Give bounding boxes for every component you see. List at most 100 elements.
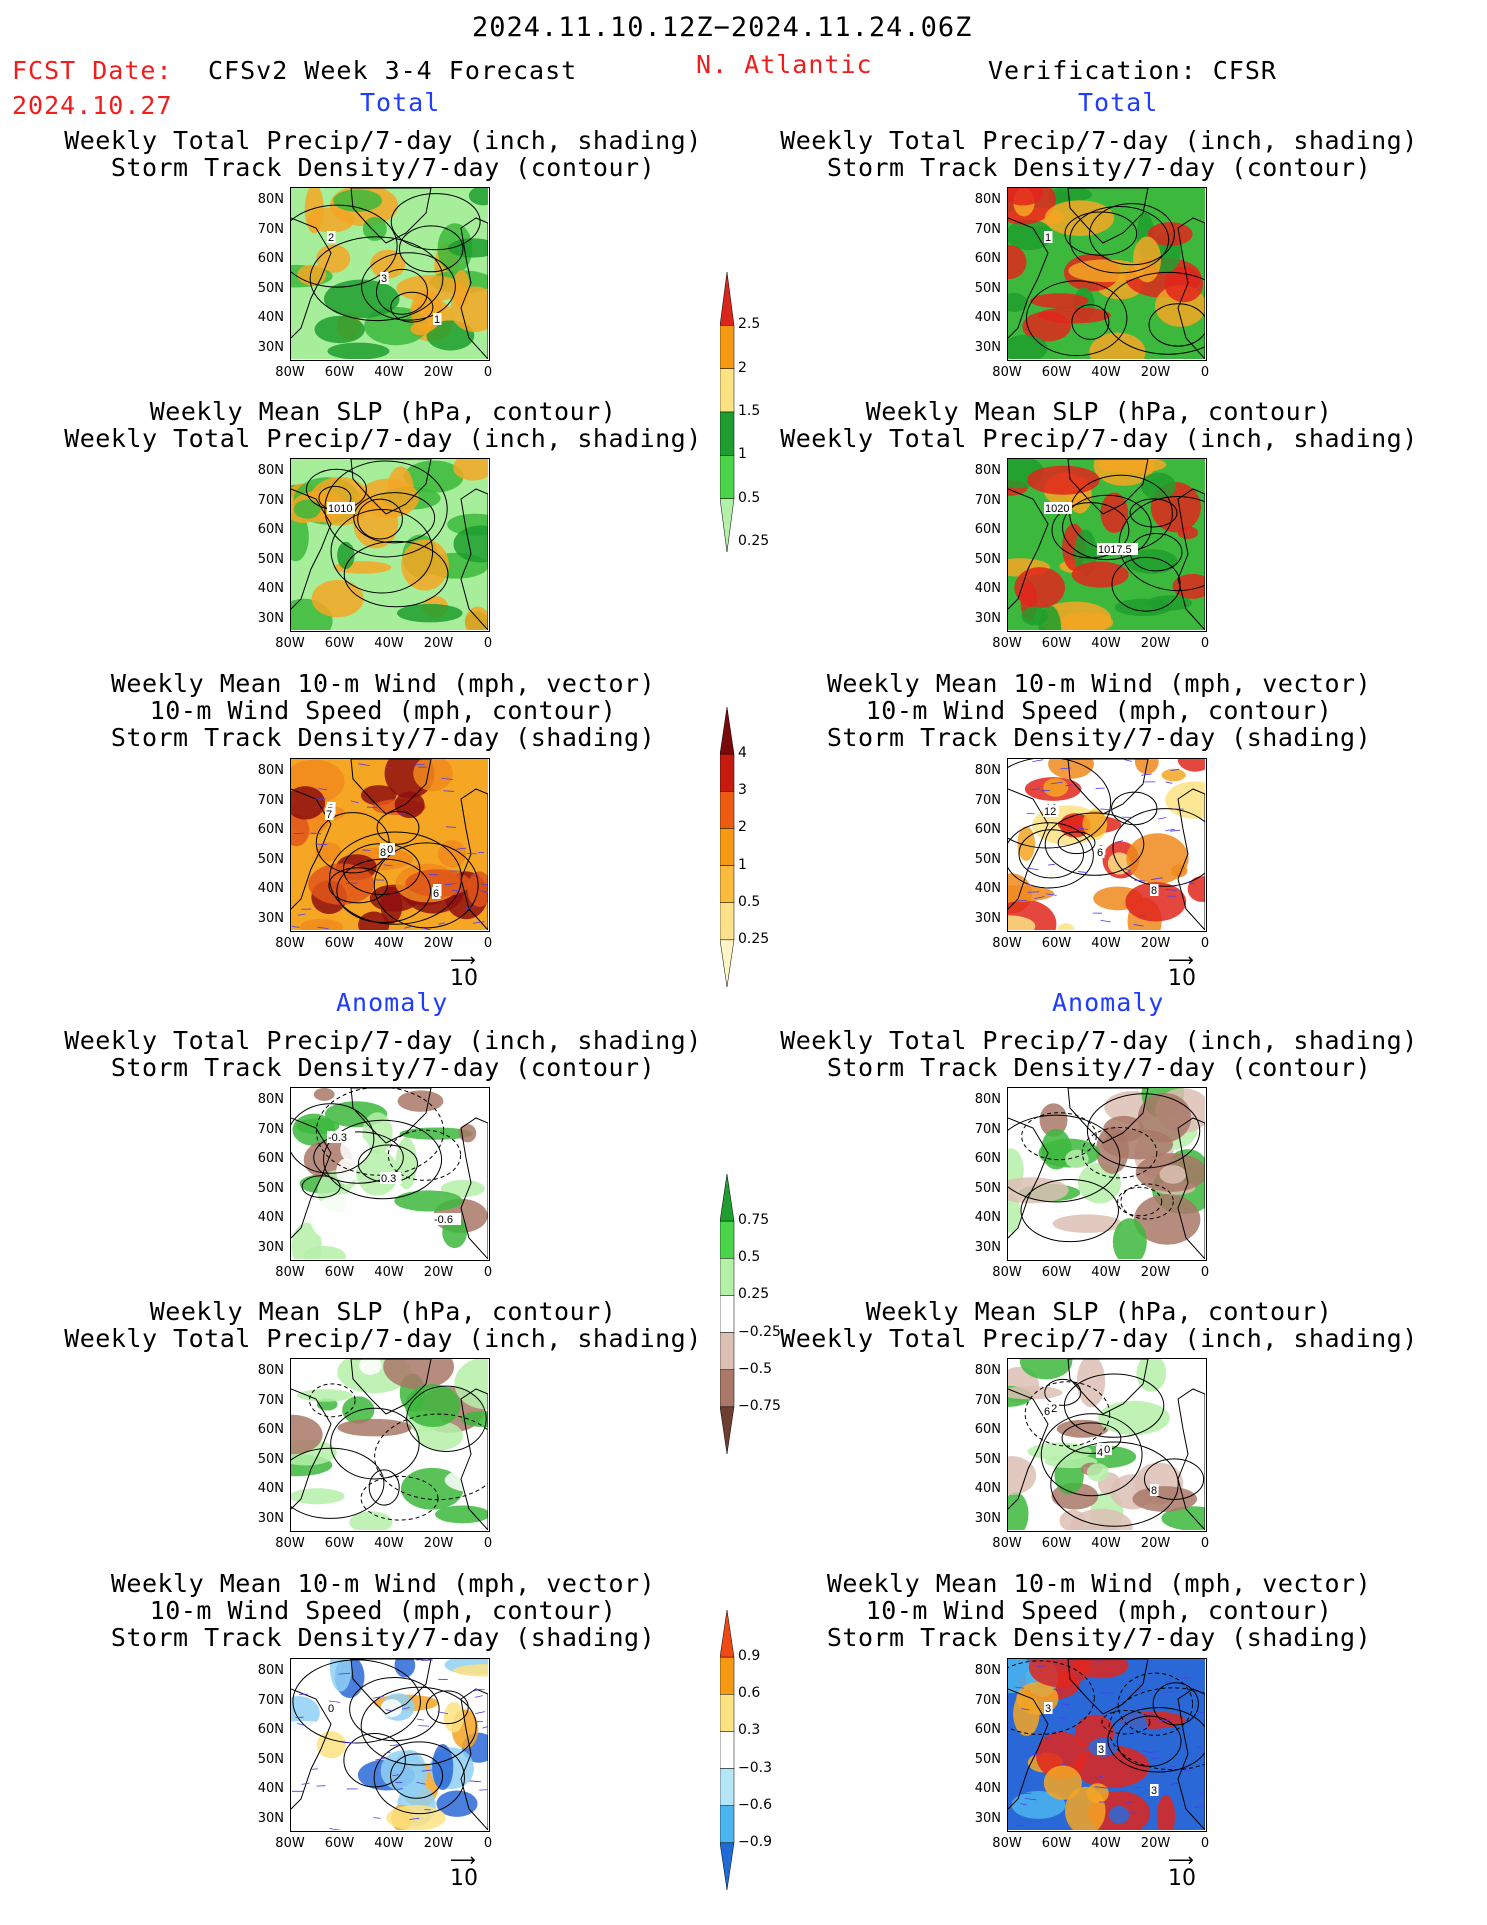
colorbar-swatch [720, 1731, 735, 1769]
lon-tick-label: 60W [1041, 365, 1072, 380]
colorbar-track-total: 4 3 2 1 0.5 0.25 [720, 705, 820, 990]
contour-label: -0.6 [434, 1214, 453, 1226]
lat-tick-label: 40N [257, 1210, 284, 1225]
map-canvas: 1020 1017.5 [1008, 459, 1206, 631]
colorbar-swatch [720, 498, 735, 553]
lon-tick-label: 80W [275, 365, 305, 380]
lat-tick-label: 70N [257, 1392, 284, 1408]
map-fcst-wind-total: 81085867 [290, 758, 490, 932]
lon-tick-label: 20W [1140, 1536, 1171, 1551]
fcst-date-value: 2024.10.27 [12, 91, 173, 120]
lat-tick-label: 50N [257, 1751, 284, 1767]
lon-tick-label: 20W [1140, 1836, 1171, 1851]
lon-tick-label: 80W [992, 1836, 1022, 1851]
colorbar-swatch [720, 753, 735, 792]
lat-tick-label: 80N [974, 463, 1001, 478]
lon-tick-label: 80W [992, 365, 1022, 380]
lat-tick-label: 60N [974, 822, 1001, 837]
contour-label: 7 [326, 809, 332, 821]
lat-tick-label: 30N [257, 1239, 284, 1255]
lat-tick-label: 60N [257, 822, 284, 837]
colorbar-label: 0.3 [738, 1722, 761, 1739]
map-canvas [1008, 1088, 1206, 1260]
lon-tick-label: 0 [483, 1836, 493, 1851]
lat-tick-label: 80N [974, 1663, 1001, 1678]
lat-tick-label: 30N [257, 1510, 284, 1526]
lon-tick-label: 20W [423, 1536, 454, 1551]
colorbar-swatch [720, 1805, 735, 1844]
lat-tick-label: 80N [257, 763, 284, 778]
contour-label: 12 [1044, 806, 1056, 818]
colorbar-swatches [720, 706, 735, 988]
lon-tick-label: 40W [1091, 365, 1121, 380]
map-canvas: 3 3 3 [1008, 1659, 1206, 1831]
lon-tick-label: 20W [423, 1836, 454, 1851]
lat-tick-label: 60N [257, 1151, 284, 1166]
map-fcst-slp-total: 1010 [290, 458, 490, 632]
lon-tick-label: 0 [483, 936, 493, 951]
lat-tick-label: 30N [257, 339, 284, 355]
lat-tick-label: 50N [974, 551, 1001, 567]
lon-tick-label: 60W [324, 1265, 355, 1280]
colorbar-label: −0.3 [738, 1759, 772, 1776]
map-obs-wind-total: 1298126 [1007, 758, 1207, 932]
colorbar-track-anom: 0.9 0.6 0.3 −0.3 −0.6 −0.9 [720, 1608, 820, 1893]
colorbar-swatch [720, 1295, 735, 1333]
lat-tick-label: 50N [257, 551, 284, 567]
lat-tick-label: 60N [257, 251, 284, 266]
lon-tick-label: 20W [1140, 636, 1171, 651]
panel-title: Weekly Total Precip/7-day (inch, shading… [780, 126, 1418, 182]
lon-tick-label: 20W [1140, 365, 1171, 380]
lat-tick-label: 60N [974, 522, 1001, 537]
map-fcst-slp-anom [290, 1358, 490, 1532]
lat-tick-label: 40N [257, 581, 284, 596]
map-obs-slp-total: 1020 1017.5 [1007, 458, 1207, 632]
lat-tick-label: 40N [257, 881, 284, 896]
colorbar-swatch [720, 1694, 735, 1732]
lat-tick-label: 50N [974, 1751, 1001, 1767]
lat-tick-label: 50N [974, 851, 1001, 867]
lon-tick-label: 80W [275, 1265, 305, 1280]
contour-label: 3 [381, 273, 387, 285]
lat-tick-label: 50N [257, 851, 284, 867]
colorbar-swatches [720, 1173, 735, 1455]
contour-label: 8 [1151, 885, 1157, 897]
lat-tick-label: 30N [257, 610, 284, 626]
lon-tick-label: 0 [1200, 936, 1210, 951]
colorbar-swatch [720, 1369, 735, 1408]
panel-title: Weekly Total Precip/7-day (inch, shading… [780, 1026, 1418, 1082]
colorbar-label: 1 [738, 446, 747, 463]
lat-tick-label: 30N [974, 1239, 1001, 1255]
colorbar-precip-total: 2.5 2 1.5 1 0.5 0.25 [720, 270, 820, 555]
colorbar-label: 0.9 [738, 1648, 761, 1665]
lon-tick-label: 80W [275, 636, 305, 651]
lon-tick-label: 0 [1200, 1836, 1210, 1851]
lon-tick-label: 40W [1091, 1265, 1121, 1280]
lat-tick-label: 50N [974, 280, 1001, 296]
lat-tick-label: 30N [257, 1810, 284, 1826]
panel-title: Weekly Mean SLP (hPa, contour) Weekly Tot… [780, 1297, 1418, 1353]
lon-tick-label: 0 [1200, 636, 1210, 651]
lon-tick-label: 80W [275, 1836, 305, 1851]
map-obs-precip-total: 1 [1007, 187, 1207, 361]
colorbar-swatch [720, 368, 735, 413]
lat-tick-label: 60N [257, 522, 284, 537]
contour-label: 1 [1045, 232, 1051, 244]
contour-label: 3 [1098, 1744, 1104, 1756]
colorbar-label: 1.5 [738, 403, 761, 419]
map-canvas: 0 [291, 1659, 489, 1831]
colorbar-label: 0.75 [738, 1212, 770, 1229]
contour-label: 0.3 [381, 1173, 396, 1185]
lon-tick-label: 0 [1200, 365, 1210, 380]
colorbar-label: −0.75 [738, 1397, 781, 1414]
map-canvas: 2 3 1 [291, 188, 489, 360]
colorbar-swatch [720, 455, 735, 499]
lat-tick-label: 50N [257, 280, 284, 296]
contour-label: -0.3 [328, 1132, 347, 1144]
section-anomaly-right: Anomaly [1052, 988, 1165, 1017]
date-range-title: 2024.11.10.12Z−2024.11.24.06Z [472, 12, 973, 43]
lat-tick-label: 60N [974, 1151, 1001, 1166]
lon-tick-label: 60W [1041, 1536, 1072, 1551]
contour-label: 4 [1097, 1447, 1103, 1459]
lon-tick-label: 80W [992, 1536, 1022, 1551]
